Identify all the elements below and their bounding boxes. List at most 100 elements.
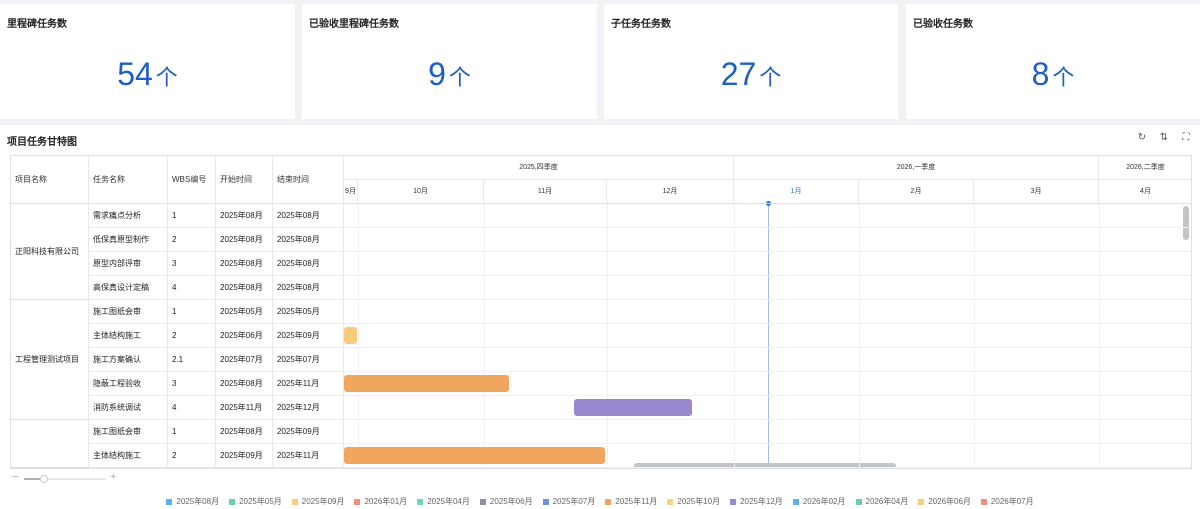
zoom-fill <box>24 478 44 480</box>
start-date-cell: 2025年11月 <box>216 396 273 420</box>
month-gridline <box>607 204 608 468</box>
gantt-bar[interactable] <box>344 327 357 344</box>
start-date-cell: 2025年05月 <box>216 300 273 324</box>
gantt-bar[interactable] <box>574 399 692 416</box>
quarter-header: 2026,二季度 <box>1099 156 1191 180</box>
legend-item[interactable]: 2025年09月 <box>291 496 345 507</box>
month-header: 9月 <box>344 180 358 204</box>
legend-swatch <box>792 498 799 505</box>
month-gridline <box>859 204 860 468</box>
project-name-cell: 正阳科技有限公司 <box>11 204 89 300</box>
legend-label: 2025年07月 <box>552 497 596 506</box>
task-name-cell[interactable]: 施工方案确认 <box>89 348 168 372</box>
task-name-cell[interactable]: 主体结构施工 <box>89 324 168 348</box>
wbs-cell: 2 <box>168 228 216 252</box>
task-name-cell[interactable]: 施工图纸会审 <box>89 420 168 444</box>
month-header: 1月 <box>734 180 859 204</box>
legend-swatch <box>354 498 361 505</box>
task-name-cell[interactable]: 低保真原型制作 <box>89 228 168 252</box>
legend-label: 2026年04月 <box>865 497 909 506</box>
start-date-cell: 2025年08月 <box>216 252 273 276</box>
fullscreen-icon[interactable]: ⛶ <box>1182 132 1190 143</box>
month-header: 2月 <box>859 180 974 204</box>
stat-title: 已验收里程碑任务数 <box>309 19 399 30</box>
task-name-cell[interactable]: 高保真设计定稿 <box>89 276 168 300</box>
task-name-cell[interactable]: 隐蔽工程验收 <box>89 372 168 396</box>
stat-value: 27 <box>720 56 757 92</box>
end-date-cell: 2025年08月 <box>273 204 344 228</box>
legend-item[interactable]: 2025年11月 <box>605 496 657 507</box>
month-gridline <box>1099 204 1100 468</box>
task-name-cell[interactable]: 需求痛点分析 <box>89 204 168 228</box>
legend-label: 2026年01月 <box>364 497 408 506</box>
wbs-cell: 2 <box>168 324 216 348</box>
legend-item[interactable]: 2025年04月 <box>417 496 470 507</box>
gantt-timeline[interactable]: 2025,四季度 2026,一季度 2026,二季度 9月 10月 11月 12月 1月… <box>344 156 1191 468</box>
zoom-handle[interactable] <box>40 475 48 483</box>
row-gridline <box>344 251 1191 252</box>
legend-item[interactable]: 2025年12月 <box>730 496 783 507</box>
legend-item[interactable]: 2025年10月 <box>667 496 720 507</box>
stat-unit: 个 <box>155 65 178 90</box>
start-date-cell: 2025年06月 <box>216 324 273 348</box>
vertical-scrollbar[interactable] <box>1183 206 1189 240</box>
month-header: 12月 <box>607 180 734 204</box>
row-gridline <box>344 371 1191 372</box>
horizontal-scrollbar[interactable] <box>634 463 896 468</box>
legend-swatch <box>730 498 737 505</box>
project-name-cell: 工程管理测试项目 <box>11 300 89 420</box>
wbs-cell: 3 <box>168 252 216 276</box>
legend-item[interactable]: 2025年07月 <box>542 496 596 507</box>
legend-label: 2025年09月 <box>301 497 345 506</box>
legend-item[interactable]: 2026年04月 <box>855 496 909 507</box>
legend-item[interactable]: 2026年01月 <box>354 496 407 507</box>
row-gridline <box>344 347 1191 348</box>
legend-swatch <box>291 498 298 505</box>
zoom-slider[interactable]: − + <box>12 471 122 484</box>
task-name-cell[interactable]: 施工图纸会审 <box>89 300 168 324</box>
month-gridline <box>484 204 485 468</box>
legend-item[interactable]: 2026年02月 <box>792 496 846 507</box>
legend-item[interactable]: 2025年06月 <box>479 496 533 507</box>
month-header: 10月 <box>358 180 484 204</box>
task-name-cell[interactable]: 消防系统调试 <box>89 396 168 420</box>
month-gridline <box>734 204 735 468</box>
legend-swatch <box>417 498 424 505</box>
start-date-cell: 2025年08月 <box>216 372 273 396</box>
end-date-cell: 2025年07月 <box>273 348 344 372</box>
today-line <box>768 202 769 468</box>
legend-swatch <box>166 498 173 505</box>
legend-label: 2025年05月 <box>239 497 282 506</box>
stat-value: 9 <box>428 56 446 92</box>
legend-label: 2026年06月 <box>928 497 971 506</box>
start-date-cell: 2025年08月 <box>216 204 273 228</box>
wbs-cell: 4 <box>168 396 216 420</box>
task-name-cell[interactable]: 主体结构施工 <box>89 444 168 468</box>
wbs-cell: 1 <box>168 204 216 228</box>
legend-item[interactable]: 2025年08月 <box>166 496 219 507</box>
end-date-cell: 2025年11月 <box>273 372 344 396</box>
task-name-cell[interactable]: 原型内部评审 <box>89 252 168 276</box>
refresh-icon[interactable]: ↻ <box>1137 132 1147 143</box>
stat-title: 子任务任务数 <box>611 19 671 30</box>
gantt-bar[interactable] <box>344 447 605 464</box>
wbs-cell: 1 <box>168 300 216 324</box>
legend-swatch <box>918 498 925 505</box>
col-project: 项目名称 <box>11 156 89 204</box>
legend-item[interactable]: 2025年05月 <box>229 496 282 507</box>
row-gridline <box>344 299 1191 300</box>
wbs-cell: 2.1 <box>168 348 216 372</box>
end-date-cell: 2025年12月 <box>273 396 344 420</box>
sort-icon[interactable]: ⇅ <box>1159 132 1169 143</box>
col-start: 开始时间 <box>216 156 273 204</box>
legend-swatch <box>605 498 612 505</box>
legend-item[interactable]: 2026年07月 <box>980 496 1034 507</box>
legend-item[interactable]: 2026年06月 <box>918 496 971 507</box>
zoom-out-icon[interactable]: − <box>12 471 19 483</box>
row-gridline <box>344 419 1191 420</box>
gantt-bar[interactable] <box>344 375 509 392</box>
zoom-in-icon[interactable]: + <box>110 471 117 483</box>
end-date-cell: 2025年09月 <box>273 420 344 444</box>
